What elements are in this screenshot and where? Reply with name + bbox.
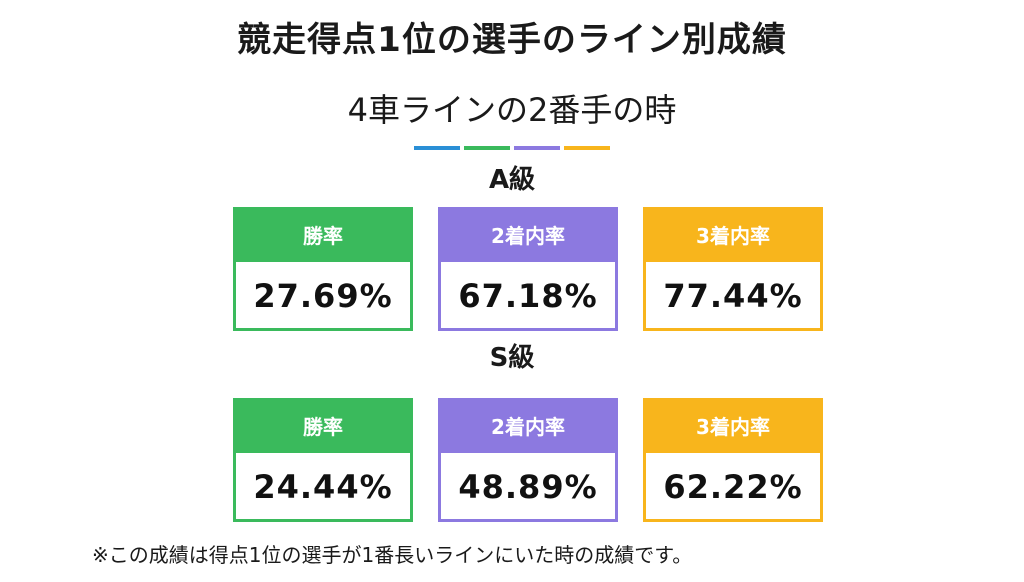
- card-header: 勝率: [236, 401, 410, 453]
- divider-segment-blue: [414, 146, 460, 150]
- card-header: 3着内率: [646, 401, 820, 453]
- card-value: 62.22%: [663, 468, 803, 506]
- card-value: 77.44%: [663, 277, 803, 315]
- card-a-top3-rate: 3着内率 77.44%: [643, 207, 823, 331]
- card-value: 48.89%: [458, 468, 598, 506]
- card-header: 3着内率: [646, 210, 820, 262]
- card-a-win-rate: 勝率 27.69%: [233, 207, 413, 331]
- class-label-a: A級: [488, 165, 536, 195]
- divider-segment-purple: [514, 146, 560, 150]
- card-s-top3-rate: 3着内率 62.22%: [643, 398, 823, 522]
- class-label-s: S級: [489, 343, 535, 373]
- card-s-top2-rate: 2着内率 48.89%: [438, 398, 618, 522]
- card-header: 2着内率: [441, 210, 615, 262]
- card-a-top2-rate: 2着内率 67.18%: [438, 207, 618, 331]
- divider-segment-orange: [564, 146, 610, 150]
- page-subtitle: 4車ラインの2番手の時: [347, 91, 677, 129]
- footnote: ※この成績は得点1位の選手が1番長いラインにいた時の成績です。: [92, 543, 693, 567]
- card-value: 67.18%: [458, 277, 598, 315]
- page-title: 競走得点1位の選手のライン別成績: [237, 20, 787, 60]
- card-value: 27.69%: [253, 277, 393, 315]
- card-s-win-rate: 勝率 24.44%: [233, 398, 413, 522]
- card-header: 2着内率: [441, 401, 615, 453]
- card-value: 24.44%: [253, 468, 393, 506]
- card-header: 勝率: [236, 210, 410, 262]
- divider-segment-green: [464, 146, 510, 150]
